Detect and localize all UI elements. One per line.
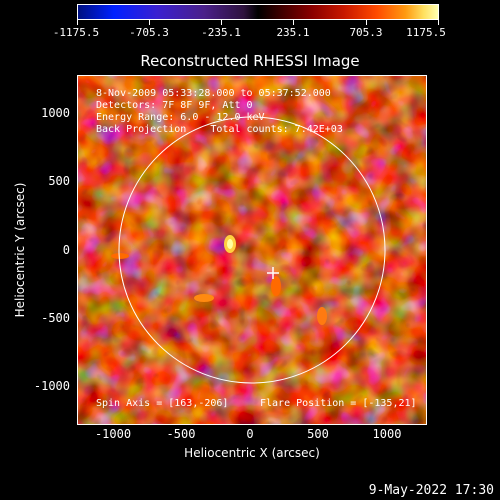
colorbar-tick [366,20,367,25]
x-tick-label: 0 [246,427,254,441]
colorbar-tick [221,20,222,25]
info-time-range: 8-Nov-2009 05:33:28.000 to 05:37:52.000 [96,88,331,99]
y-tick-label: 0 [62,243,70,257]
image-title: Reconstructed RHESSI Image [140,52,360,70]
colorbar [77,4,439,20]
y-axis-label: Heliocentric Y (arcsec) [13,182,27,318]
colorbar-label: 705.3 [349,26,383,39]
flare-position-note: Flare Position = [-135,21] [260,398,417,409]
info-detectors: Detectors: 7F 8F 9F, Att 0 [96,100,253,111]
render-timestamp: 9-May-2022 17:30 [368,483,494,498]
colorbar-label: 1175.5 [406,26,446,39]
colorbar-label: 235.1 [276,26,310,39]
y-tick-label: -500 [41,311,70,325]
colorbar-tick [149,20,150,25]
colorbar-tick [438,20,439,25]
info-energy-range: Energy Range: 6.0 - 12.0 keV [96,112,265,123]
image-texture-highlights [78,76,426,424]
rhessi-image: 8-Nov-2009 05:33:28.000 to 05:37:52.000 … [77,75,427,425]
y-tick-label: -1000 [33,379,70,393]
bright-source [271,276,281,296]
x-tick-label: -500 [166,427,196,441]
info-method-counts: Back Projection Total counts: 7.42E+03 [96,124,343,135]
colorbar-tick [77,20,78,25]
y-tick-label: 1000 [41,106,70,120]
spin-axis-note: Spin Axis = [163,-206] [96,398,229,409]
bright-source [194,294,214,302]
solar-limb-circle [118,116,386,384]
bright-source-core [227,239,233,249]
colorbar-label: -705.3 [129,26,169,39]
bright-source [111,253,129,259]
bright-source [317,307,327,325]
colorbar-label: -1175.5 [52,26,100,39]
y-tick-label: 500 [48,174,70,188]
x-tick-label: 500 [307,427,329,441]
colorbar-label: -235.1 [201,26,241,39]
image-canvas [78,76,426,424]
x-tick-label: -1000 [94,427,132,441]
colorbar-tick [293,20,294,25]
x-tick-label: 1000 [372,427,402,441]
x-axis-label: Heliocentric X (arcsec) [184,446,320,460]
